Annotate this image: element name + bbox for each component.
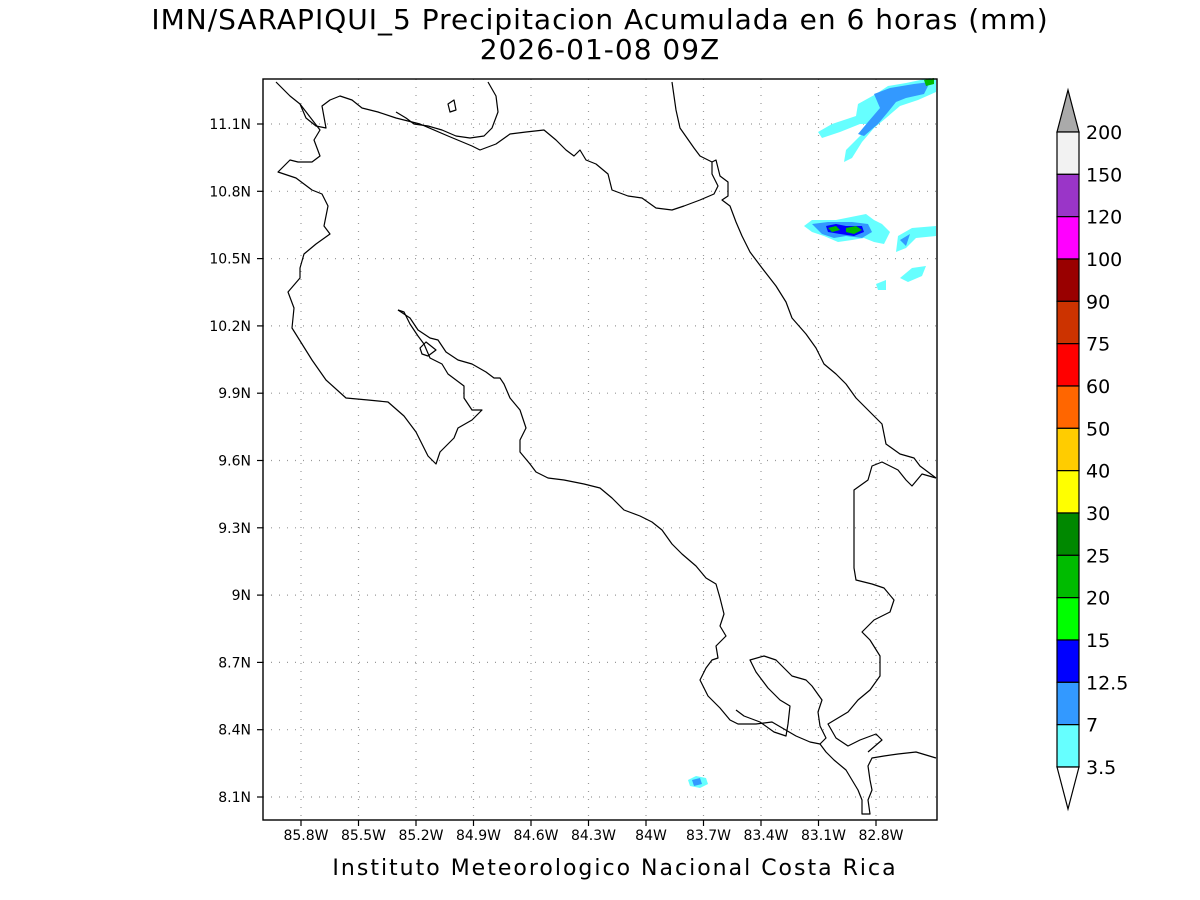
colorbar-label: 25: [1086, 545, 1110, 567]
colorbar-swatch: [1056, 300, 1080, 345]
longitude-axis: 85.8W 85.5W 85.2W 84.9W 84.6W 84.3W 84W 83.7W 83…: [283, 820, 904, 844]
colorbar-swatch: [1056, 597, 1080, 641]
colorbar-swatch: [1056, 385, 1080, 429]
lon-tick-label: 84W: [635, 828, 667, 844]
coastline-osa-burica: [819, 743, 937, 815]
lat-tick-label: 11.1N: [209, 117, 251, 133]
colorbar-label: 120: [1086, 207, 1122, 229]
lon-tick-label: 85.5W: [341, 828, 386, 844]
chart-title: IMN/SARAPIQUI_5 Precipitacion Acumulada …: [151, 3, 1049, 36]
colorbar-swatch: [1056, 216, 1080, 260]
colorbar-label: 90: [1086, 291, 1110, 313]
precip-patch-northeast-inner: [858, 82, 930, 136]
lat-tick-label: 10.5N: [209, 252, 251, 268]
coastline-gulf-nicoya: [397, 309, 827, 745]
colorbar-label: 30: [1086, 503, 1110, 525]
colorbar-under-triangle: [1056, 766, 1080, 812]
colorbar-label: 15: [1086, 630, 1110, 652]
colorbar-label: 50: [1086, 418, 1110, 440]
lon-tick-label: 83.4W: [743, 828, 788, 844]
colorbar-swatch: [1056, 427, 1080, 472]
coastline-nicaragua-east: [671, 81, 713, 163]
coastline-north: [275, 81, 937, 479]
coastlines: [275, 81, 937, 815]
inland-lake: [419, 341, 437, 357]
lat-tick-label: 10.2N: [209, 319, 251, 335]
colorbar-label: 150: [1086, 164, 1122, 186]
colorbar-label: 7: [1086, 715, 1098, 737]
colorbar-swatch: [1056, 639, 1080, 683]
colorbar-swatch: [1056, 681, 1080, 726]
coastline-northwest: [277, 103, 483, 465]
border-panama: [827, 461, 937, 753]
lon-tick-label: 82.8W: [858, 828, 903, 844]
lon-tick-label: 84.6W: [513, 828, 558, 844]
colorbar-label: 75: [1086, 334, 1110, 356]
lat-lon-grid: [263, 79, 937, 820]
lon-tick-label: 85.8W: [283, 828, 328, 844]
lake-nicaragua-edge: [395, 81, 499, 139]
colorbar-label: 60: [1086, 376, 1110, 398]
chart-subtitle: 2026-01-08 09Z: [479, 33, 721, 66]
lat-tick-label: 9.6N: [218, 454, 251, 470]
lat-tick-label: 9N: [232, 588, 251, 604]
colorbar-over-triangle: [1056, 87, 1080, 133]
colorbar-swatch: [1056, 343, 1080, 387]
colorbar-label: 200: [1086, 122, 1122, 144]
map-frame: [262, 78, 938, 821]
colorbar-label: 3.5: [1086, 757, 1116, 779]
colorbar-swatch: [1056, 470, 1080, 514]
precip-patch-east-small1: [900, 266, 926, 282]
inland-island: [447, 99, 457, 113]
precip-patch-east-right-inner: [900, 234, 910, 246]
colorbar-swatch: [1056, 258, 1080, 302]
precip-patch-south-inner: [692, 778, 702, 786]
precipitation-areas: [688, 78, 936, 788]
lon-tick-label: 83.7W: [686, 828, 731, 844]
colorbar-label: 12.5: [1086, 672, 1128, 694]
colorbar-swatch: [1056, 131, 1080, 175]
lon-tick-label: 84.3W: [571, 828, 616, 844]
lat-tick-label: 8.7N: [218, 655, 251, 671]
precip-patch-east-green2: [846, 226, 862, 234]
footer-credit: Instituto Meteorologico Nacional Costa R…: [332, 856, 898, 881]
colorbar: 200 150 120 100 90 75 60 50 40 30 25 20 15 12.5 7 3.5: [1056, 87, 1128, 812]
colorbar-swatch: [1056, 173, 1080, 218]
lon-tick-label: 84.9W: [456, 828, 501, 844]
lat-tick-label: 10.8N: [209, 184, 251, 200]
precip-patch-east-green1: [828, 226, 840, 232]
colorbar-swatch: [1056, 512, 1080, 556]
colorbar-label: 100: [1086, 249, 1122, 271]
lat-tick-label: 9.9N: [218, 386, 251, 402]
lon-tick-label: 85.2W: [398, 828, 443, 844]
latitude-axis: 11.1N 10.8N 10.5N 10.2N 9.9N 9.6N 9.3N 9N 8.7N 8.…: [209, 117, 263, 806]
colorbar-swatch: [1056, 554, 1080, 599]
colorbar-swatch: [1056, 724, 1080, 768]
precip-patch-east-small2: [876, 280, 886, 290]
lat-tick-label: 9.3N: [218, 521, 251, 537]
lat-tick-label: 8.1N: [218, 790, 251, 806]
colorbar-label: 20: [1086, 588, 1110, 610]
colorbar-label: 40: [1086, 461, 1110, 483]
lon-tick-label: 83.1W: [801, 828, 846, 844]
lat-tick-label: 8.4N: [218, 723, 251, 739]
precip-patch-northeast-core: [924, 78, 934, 86]
